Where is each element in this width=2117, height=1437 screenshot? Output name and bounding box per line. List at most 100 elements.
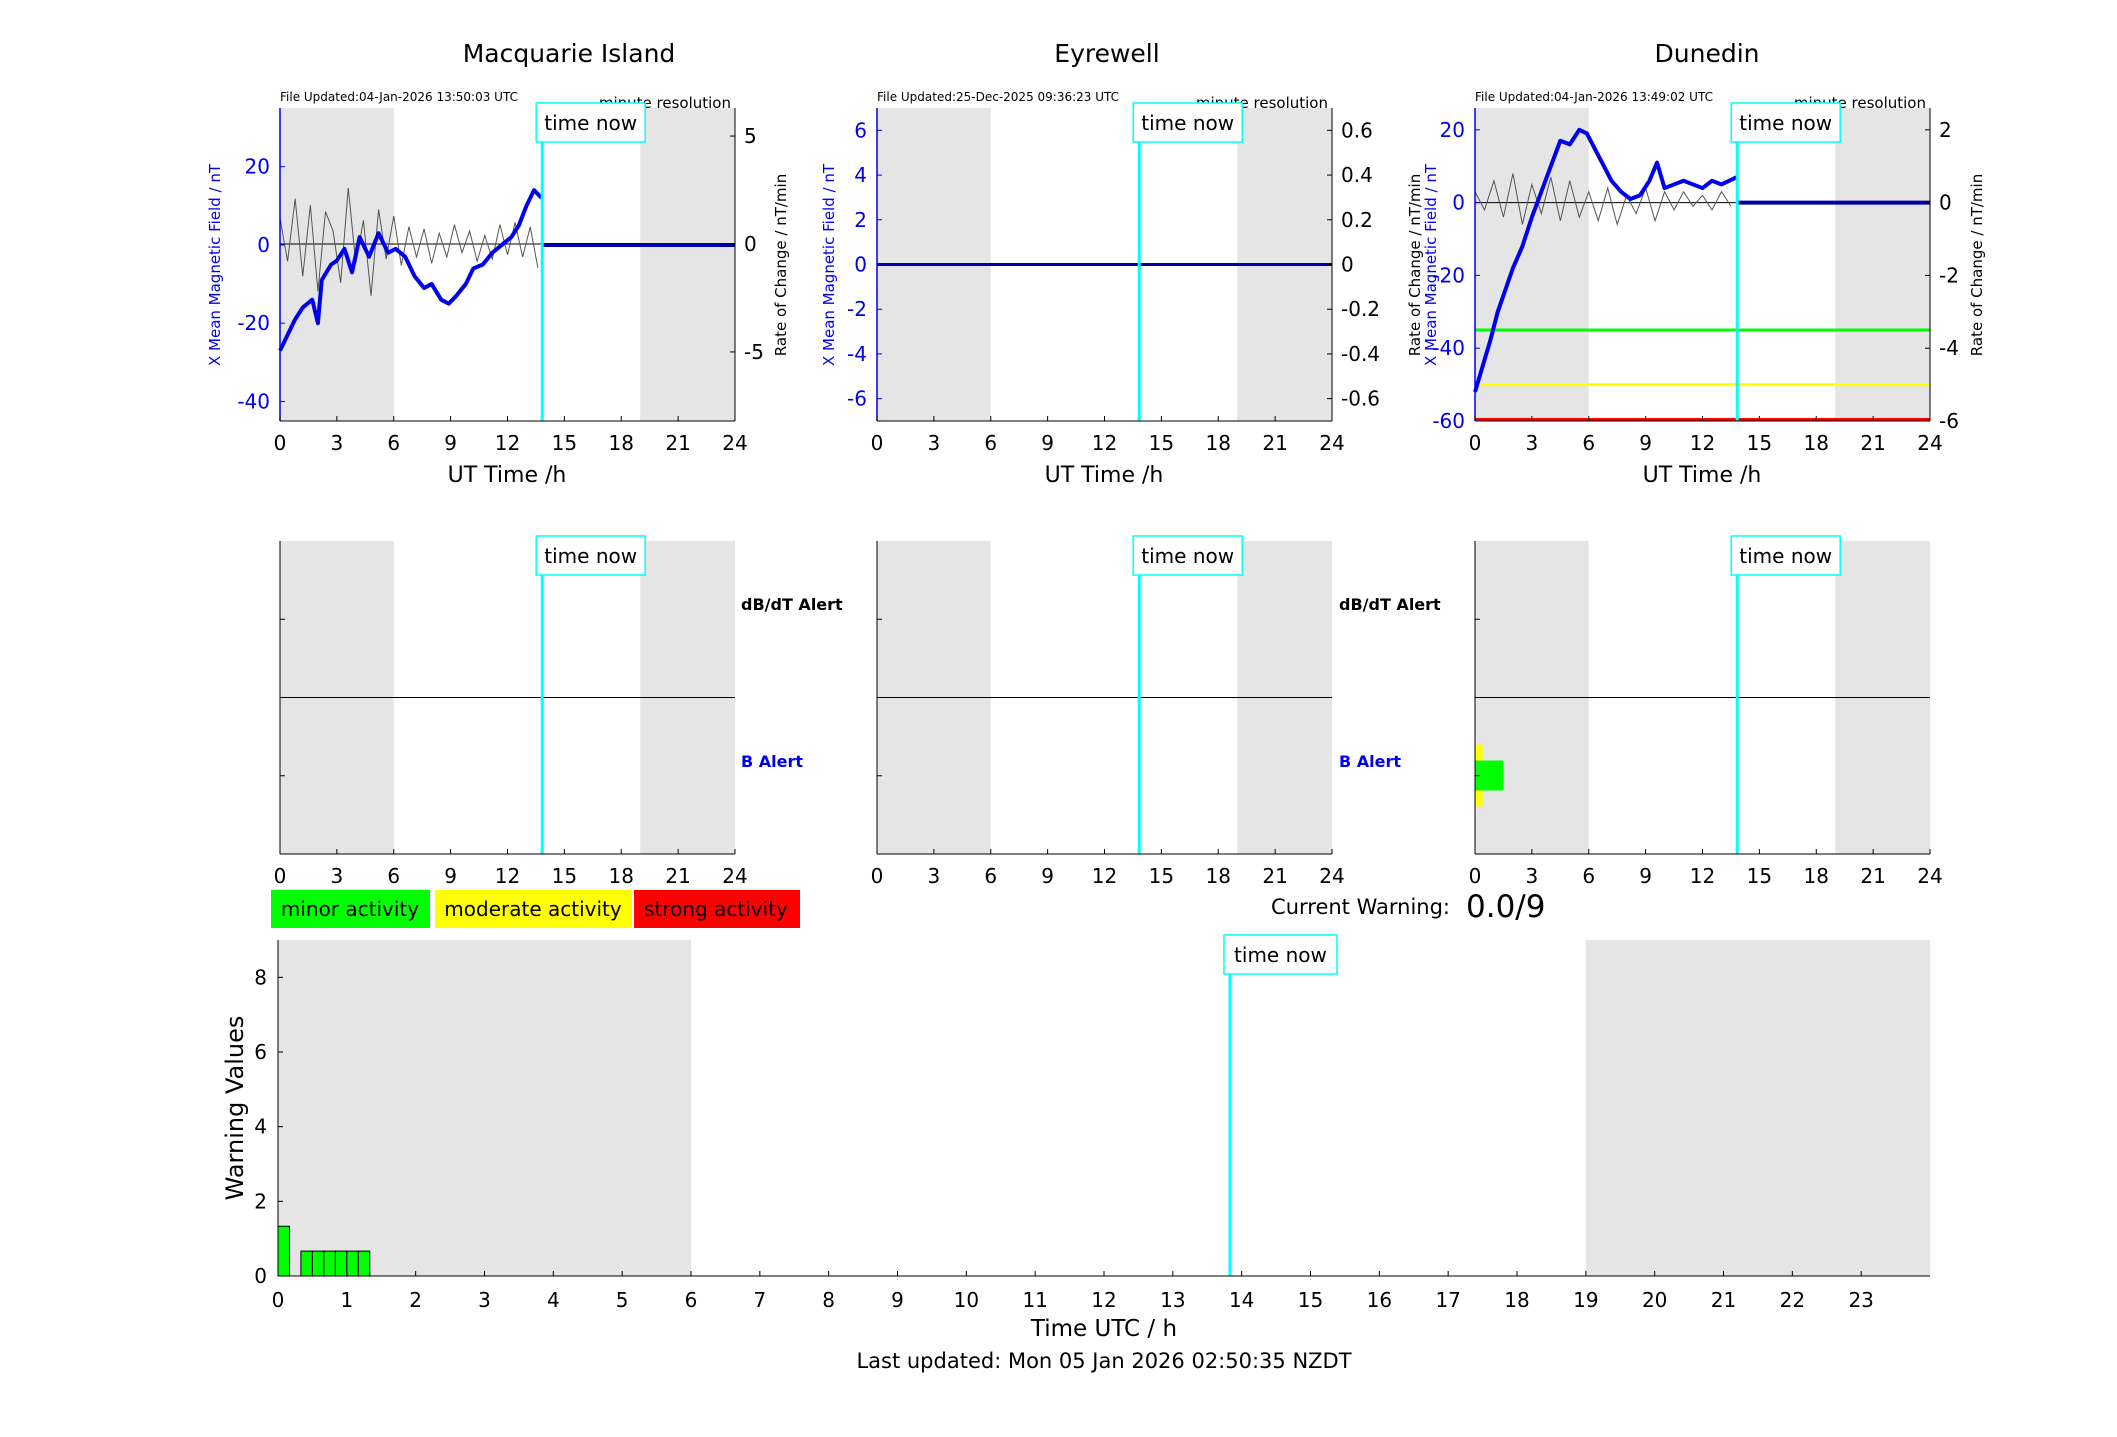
night-shading <box>1585 940 1930 1276</box>
x-tick-label: 3 <box>928 864 941 888</box>
time-now-box <box>535 102 646 143</box>
last-updated-text: Last updated: Mon 05 Jan 2026 02:50:35 N… <box>856 1349 1351 1373</box>
mag-y-tick-label: -6 <box>847 387 867 411</box>
time-now-box <box>1132 535 1243 576</box>
x-tick-label: 0 <box>274 431 287 455</box>
warning-bar <box>311 1250 325 1277</box>
mag-y-tick-label: 0 <box>257 233 270 257</box>
alert-plot-area: time now 0 3 6 9 12 15 18 21 24 <box>871 535 1345 888</box>
y-axis-label: Warning Values <box>221 1016 249 1201</box>
x-tick-label: 12 <box>1690 431 1715 455</box>
dbdt-alert-label: dB/dT Alert <box>741 595 843 614</box>
rate-y-tick-label: 0 <box>744 232 757 256</box>
rate-y-tick-label: -5 <box>744 340 764 364</box>
y-tick-label: 8 <box>254 965 267 989</box>
file-updated-text: File Updated:04-Jan-2026 13:50:03 UTC <box>280 90 518 104</box>
x-tick-label: 15 <box>552 431 577 455</box>
x-tick-label: 18 <box>1804 431 1829 455</box>
x-tick-label: 9 <box>1639 864 1652 888</box>
y-tick-label: 4 <box>254 1115 267 1139</box>
y-tick-label: 0 <box>254 1264 267 1288</box>
mag-y-axis-label: X Mean Magnetic Field / nT <box>1422 163 1440 366</box>
x-tick-label: 21 <box>1262 864 1287 888</box>
macquarie-alert-panel: time now 0 3 6 9 12 15 18 21 24 dB/dT Alert B Ale… <box>274 535 843 888</box>
x-tick-label: 21 <box>665 864 690 888</box>
file-updated-text: File Updated:25-Dec-2025 09:36:23 UTC <box>877 90 1119 104</box>
minor-activity-swatch <box>271 890 430 928</box>
rate-y-tick-label: -0.6 <box>1341 387 1380 411</box>
x-tick-label: 18 <box>609 864 634 888</box>
x-tick-label: 11 <box>1022 1288 1047 1312</box>
x-tick-label: 0 <box>871 864 884 888</box>
x-tick-label: 18 <box>1804 864 1829 888</box>
x-tick-label: 14 <box>1229 1288 1254 1312</box>
rate-y-tick-label: -2 <box>1939 263 1959 287</box>
x-tick-label: 6 <box>685 1288 698 1312</box>
night-shading <box>278 940 691 1276</box>
x-tick-label: 6 <box>984 864 997 888</box>
mag-y-tick-label: 20 <box>245 155 270 179</box>
x-tick-label: 4 <box>547 1288 560 1312</box>
rate-y-axis-label: Rate of Change / nT/min <box>772 174 790 356</box>
warning-bar <box>277 1225 290 1277</box>
chart-title: Dunedin <box>1655 39 1760 68</box>
x-tick-label: 9 <box>444 431 457 455</box>
x-tick-label: 18 <box>1206 864 1231 888</box>
x-tick-label: 15 <box>552 864 577 888</box>
warning-bar <box>346 1250 359 1277</box>
rate-y-tick-label: -0.2 <box>1341 297 1380 321</box>
x-tick-label: 6 <box>387 864 400 888</box>
current-warning-value: 0.0/9 <box>1466 889 1545 925</box>
moderate-activity-swatch <box>435 890 632 928</box>
chart-title: Eyrewell <box>1054 39 1159 68</box>
rate-y-tick-label: -0.4 <box>1341 342 1380 366</box>
x-tick-label: 15 <box>1747 864 1772 888</box>
mag-y-tick-label: 20 <box>1440 118 1465 142</box>
x-tick-label: 12 <box>1091 1288 1116 1312</box>
time-now-box <box>1223 934 1338 975</box>
rate-y-tick-label: -4 <box>1939 336 1959 360</box>
warning-bar <box>300 1250 313 1277</box>
chart-title: Macquarie Island <box>463 39 676 68</box>
dunedin-field-chart: Dunedin File Updated:04-Jan-2026 13:49:0… <box>1406 39 1986 488</box>
x-tick-label: 9 <box>1041 431 1054 455</box>
x-tick-label: 3 <box>331 864 344 888</box>
moderate-activity-label: moderate activity <box>444 897 622 921</box>
mag-y-tick-label: 0 <box>854 253 867 277</box>
rate-y-tick-label: 0 <box>1939 191 1952 215</box>
minor-activity-label: minor activity <box>281 897 419 921</box>
x-tick-label: 0 <box>1469 864 1482 888</box>
time-now-label: time now <box>544 111 637 135</box>
x-tick-label: 21 <box>665 431 690 455</box>
x-tick-label: 3 <box>928 431 941 455</box>
x-tick-label: 0 <box>272 1288 285 1312</box>
night-shading <box>1475 108 1589 421</box>
alert-plot-area: time now 0 3 6 9 12 15 18 21 24 <box>1469 535 1943 888</box>
y-tick-label: 6 <box>254 1040 267 1064</box>
x-axis-label: Time UTC / h <box>1030 1316 1177 1342</box>
x-tick-label: 24 <box>1319 431 1344 455</box>
x-tick-label: 12 <box>1690 864 1715 888</box>
mag-y-tick-label: -40 <box>1432 336 1465 360</box>
x-tick-label: 3 <box>478 1288 491 1312</box>
x-tick-label: 9 <box>444 864 457 888</box>
rate-y-tick-label: 5 <box>744 124 757 148</box>
x-tick-label: 18 <box>1206 431 1231 455</box>
x-axis-label: UT Time /h <box>1643 463 1762 488</box>
x-tick-label: 12 <box>1092 864 1117 888</box>
x-tick-label: 3 <box>1526 864 1539 888</box>
x-tick-label: 12 <box>1092 431 1117 455</box>
time-now-label: time now <box>1739 111 1832 135</box>
strong-activity-label: strong activity <box>644 897 788 921</box>
time-now-box <box>1730 102 1841 143</box>
rate-y-tick-label: 0.4 <box>1341 163 1373 187</box>
mag-y-tick-label: -20 <box>1432 263 1465 287</box>
dunedin-alert-panel: time now 0 3 6 9 12 15 18 21 24 <box>1469 535 1943 888</box>
activity-legend: minor activity moderate activity strong … <box>271 890 800 928</box>
time-now-box <box>535 535 646 576</box>
x-tick-label: 24 <box>722 864 747 888</box>
plot-area: time now 0 3 6 9 12 15 18 21 24 -40 -20 0 20 -5 0 5 <box>237 102 764 455</box>
